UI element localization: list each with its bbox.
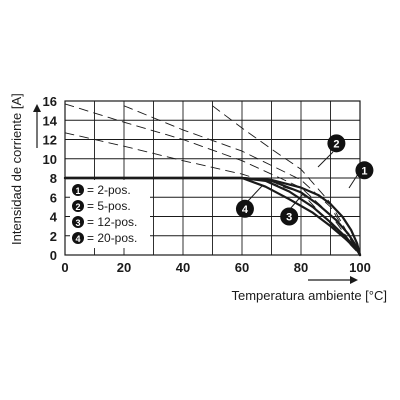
callout-marker-4 (235, 199, 254, 218)
callout-marker-label: 1 (361, 165, 367, 177)
x-axis-label: Temperatura ambiente [°C] (232, 288, 388, 303)
y-tick-label: 6 (50, 190, 57, 205)
legend-marker-2 (72, 200, 84, 212)
legend-marker-label: 4 (75, 234, 80, 244)
dashed-series-group (64, 103, 361, 256)
legend-marker-4 (72, 232, 84, 244)
x-tick-labels: 0 20 40 60 80 100 (61, 260, 370, 275)
x-tick-label: 100 (349, 260, 371, 275)
legend-marker-label: 1 (75, 186, 80, 196)
y-tick-label: 14 (43, 113, 58, 128)
solid-series-group (63, 176, 362, 257)
x-tick-label: 40 (176, 260, 190, 275)
callout-leader-4 (246, 185, 263, 203)
legend-marker-3 (72, 216, 84, 228)
y-tick-label: 4 (50, 210, 58, 225)
y-tick-label: 16 (43, 94, 57, 109)
y-tick-labels: 0 2 4 6 8 10 12 14 16 (43, 94, 58, 263)
legend-marker-1 (72, 184, 84, 196)
y-tick-label: 0 (50, 248, 57, 263)
x-tick-label: 60 (235, 260, 249, 275)
callout-marker-label: 3 (286, 212, 292, 224)
solid-series-4 (63, 176, 362, 257)
callout-leader-2 (317, 151, 334, 168)
callout-marker-3 (280, 207, 299, 226)
callout-marker-label: 2 (333, 138, 339, 150)
y-axis-label: Intensidad de corriente [A] (9, 93, 24, 245)
dashed-series-2 (123, 105, 361, 256)
dashed-series-1 (212, 105, 361, 256)
legend: 1 = 2-pos. 2 = 5-pos. 3 = 12-pos. 4 = 20-pos. (70, 180, 150, 248)
series-callouts: 1 2 3 4 (235, 134, 374, 226)
legend-text: = 2-pos. (87, 183, 131, 197)
x-tick-label: 20 (117, 260, 131, 275)
y-tick-label: 8 (50, 171, 57, 186)
x-axis-arrow (308, 276, 358, 284)
callout-marker-2 (327, 134, 346, 153)
x-tick-label: 80 (294, 260, 308, 275)
x-tick-label: 0 (61, 260, 68, 275)
y-tick-label: 12 (43, 133, 57, 148)
callout-marker-1 (355, 161, 374, 180)
legend-text: = 12-pos. (87, 215, 137, 229)
dashed-series-4 (64, 132, 361, 256)
callout-marker-label: 4 (242, 204, 249, 216)
y-tick-label: 2 (50, 229, 57, 244)
legend-marker-label: 2 (75, 202, 80, 212)
legend-marker-label: 3 (75, 218, 80, 228)
y-axis-arrow (33, 104, 41, 148)
legend-text: = 20-pos. (87, 231, 137, 245)
legend-text: = 5-pos. (87, 199, 131, 213)
y-tick-label: 10 (43, 152, 57, 167)
callout-leader-3 (289, 193, 304, 210)
